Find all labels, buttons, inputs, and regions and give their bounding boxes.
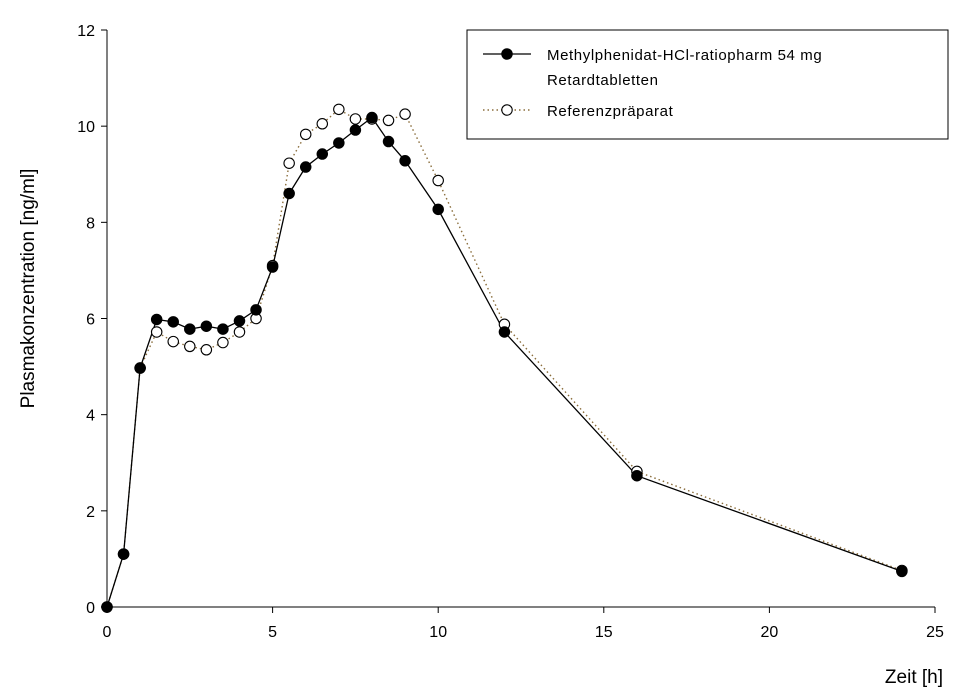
x-axis-title: Zeit [h]	[885, 667, 943, 688]
data-point	[349, 124, 362, 136]
data-point	[349, 113, 362, 125]
data-point	[382, 135, 395, 148]
series-layer	[101, 103, 908, 613]
data-point	[299, 161, 312, 173]
y-tick-label: 10	[77, 119, 95, 136]
series-line-0	[106, 116, 903, 608]
data-point	[184, 340, 196, 353]
data-point	[399, 155, 411, 167]
data-point	[250, 304, 262, 316]
series-points-1	[101, 103, 908, 613]
data-point	[399, 108, 411, 120]
y-ticks: 0 2 4 6 8 10 12	[77, 23, 107, 617]
data-point	[631, 469, 643, 482]
legend-marker-methylphenidat	[501, 48, 513, 60]
x-tick-label: 20	[761, 624, 779, 641]
data-point	[150, 313, 163, 326]
series-0	[106, 116, 903, 608]
data-point	[299, 128, 312, 141]
series-line-1	[106, 108, 903, 608]
x-tick-label: 0	[103, 624, 112, 641]
y-tick-label: 8	[86, 215, 95, 232]
data-point	[333, 103, 345, 116]
x-tick-label: 5	[268, 624, 277, 641]
data-point	[432, 174, 444, 187]
data-point	[101, 601, 113, 613]
data-point	[366, 111, 378, 124]
data-point	[167, 316, 179, 328]
legend-label-methylphenidat-line2: Retardtabletten	[547, 72, 659, 89]
data-point	[333, 137, 345, 149]
y-axis-title: Plasmakonzentration [ng/ml]	[18, 169, 39, 409]
x-tick-label: 10	[429, 624, 447, 641]
data-point	[150, 326, 163, 338]
data-point	[217, 323, 229, 335]
data-point	[316, 118, 329, 130]
y-tick-label: 2	[86, 504, 95, 521]
data-point	[184, 323, 196, 335]
legend-label-methylphenidat: Methylphenidat-HCl-ratiopharm 54 mg	[547, 47, 822, 64]
legend-box	[466, 29, 949, 140]
series-1	[106, 108, 903, 608]
x-ticks: 0 5 10 15 20 25	[103, 607, 944, 641]
data-point	[283, 157, 295, 169]
data-point	[316, 148, 329, 160]
data-point	[498, 326, 511, 338]
data-point	[896, 565, 908, 578]
series-points-0	[101, 111, 908, 613]
axes: 0 2 4 6 8 10 12 0 5 10 15 20 25	[77, 23, 944, 641]
data-point	[200, 344, 213, 356]
x-tick-label: 15	[595, 624, 613, 641]
legend: Methylphenidat-HCl-ratiopharm 54 mg Reta…	[466, 29, 949, 140]
data-point	[266, 261, 279, 273]
data-point	[167, 335, 179, 348]
data-point	[382, 114, 395, 127]
legend-marker-referenz	[501, 104, 513, 116]
data-point	[233, 326, 246, 338]
x-tick-label: 25	[926, 624, 944, 641]
data-point	[283, 187, 295, 200]
y-tick-label: 0	[86, 600, 95, 617]
y-tick-label: 12	[77, 23, 95, 40]
data-point	[432, 203, 444, 216]
y-tick-label: 6	[86, 312, 95, 329]
legend-label-referenz: Referenzpräparat	[547, 103, 674, 120]
data-point	[134, 362, 146, 374]
data-point	[217, 336, 229, 349]
y-tick-label: 4	[86, 408, 95, 425]
data-point	[200, 320, 213, 332]
data-point	[233, 315, 246, 327]
data-point	[117, 548, 130, 560]
